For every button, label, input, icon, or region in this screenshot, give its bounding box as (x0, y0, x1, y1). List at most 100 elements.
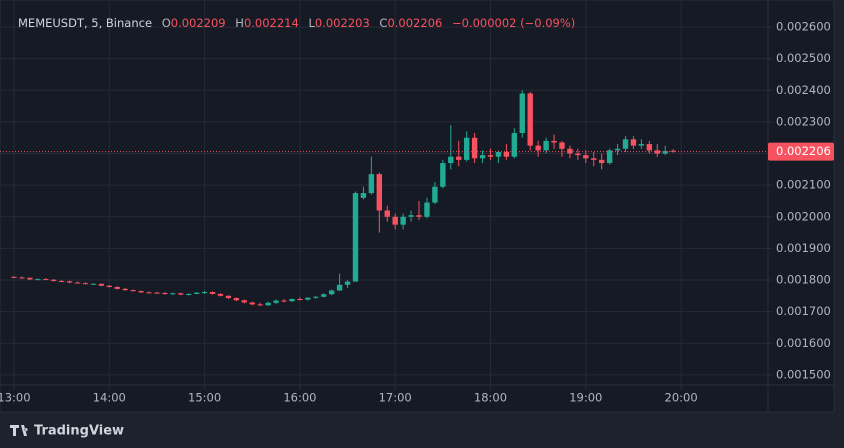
candle-body (630, 139, 637, 146)
candle-body (313, 296, 319, 298)
candle-body (162, 292, 168, 294)
candle-body (98, 283, 105, 286)
candle-body (217, 293, 224, 296)
candle-body (265, 302, 271, 306)
candle-body (11, 276, 17, 278)
candle-body (233, 298, 240, 301)
candle-body (559, 142, 565, 149)
watermark: TradingView (10, 424, 124, 439)
candle-body (257, 304, 263, 306)
candle-body (249, 302, 255, 305)
candle-body (463, 137, 470, 160)
candle-body (662, 151, 668, 154)
y-tick-label: 0.002500 (776, 51, 831, 65)
candle-body (352, 193, 359, 282)
low-label: L (308, 16, 315, 30)
candle-body (138, 291, 144, 293)
candle-body (328, 290, 335, 295)
candle-body (360, 193, 367, 198)
x-tick-label: 19:00 (569, 391, 602, 405)
candle-body (646, 144, 653, 151)
candle-body (527, 93, 533, 146)
candle-body (122, 288, 128, 291)
candle-body (479, 155, 486, 159)
y-tick-label: 0.001500 (776, 367, 831, 381)
candle-body (209, 292, 216, 294)
y-tick-label: 0.002100 (776, 178, 831, 192)
candle-body (583, 155, 589, 159)
open-value: 0.002209 (171, 16, 226, 30)
open-label: O (162, 16, 171, 30)
candle-body (376, 174, 383, 211)
candle-body (289, 298, 295, 302)
x-tick-label: 20:00 (665, 391, 698, 405)
candle-body (344, 281, 351, 285)
candle-body (384, 210, 390, 217)
candle-body (74, 282, 81, 284)
candle-body (670, 150, 676, 152)
close-label: C (379, 16, 387, 30)
candle-body (58, 280, 65, 282)
candle-body (456, 156, 462, 160)
candle-body (193, 292, 200, 294)
close-value: 0.002206 (387, 16, 442, 30)
candle-body (392, 216, 398, 225)
axes: 0.001500 0.001600 0.001700 0.001800 0.001900… (0, 20, 834, 405)
header: MEMEUSDT, 5, Binance O0.002209 H0.002214… (18, 16, 575, 30)
candle-body (567, 148, 573, 154)
candle-body (368, 174, 375, 194)
candle-body (305, 297, 311, 300)
high-label: H (235, 16, 244, 30)
candle-body (432, 186, 438, 203)
candle-body (551, 140, 557, 143)
candle-body (201, 292, 208, 294)
candle-body (51, 279, 57, 281)
candle-body (638, 144, 645, 146)
candle-body (614, 148, 621, 151)
candle-body (503, 151, 510, 157)
y-tick-label: 0.002600 (776, 20, 831, 34)
candle-body (273, 300, 279, 303)
change-value: −0.000002 (−0.09%) (452, 16, 575, 30)
candle-body (241, 300, 248, 303)
candle-body (519, 93, 525, 133)
candle-body (321, 294, 327, 297)
candle-body (106, 285, 112, 287)
watermark-text: TradingView (34, 424, 124, 439)
candle-body (598, 159, 605, 164)
candle-body (225, 295, 232, 299)
candle-body (27, 277, 33, 280)
candle-body (400, 216, 406, 225)
candle-body (146, 292, 152, 294)
candle-body (448, 156, 454, 164)
y-tick-label: 0.001600 (776, 336, 831, 350)
candle-body (535, 145, 541, 151)
candles (0, 90, 768, 306)
candle-body (82, 283, 89, 285)
candle-body (186, 293, 192, 295)
y-tick-label: 0.002300 (776, 114, 831, 128)
x-tick-label: 13:00 (0, 391, 31, 405)
x-tick-label: 14:00 (93, 391, 126, 405)
chart-frame (0, 0, 835, 413)
symbol: MEMEUSDT, 5, Binance (18, 16, 152, 30)
candle-body (495, 151, 502, 157)
grid (0, 0, 768, 385)
candle-body (416, 215, 422, 217)
x-tick-label: 16:00 (283, 391, 316, 405)
y-tick-label: 0.002000 (776, 209, 831, 223)
candle-body (90, 283, 97, 285)
candle-body (487, 155, 494, 157)
candle-body (281, 300, 287, 302)
x-tick-label: 17:00 (379, 391, 412, 405)
candle-body (154, 292, 160, 294)
candle-body (336, 284, 343, 291)
candle-body (178, 293, 184, 295)
y-tick-label: 0.002400 (776, 83, 831, 97)
low-value: 0.002203 (315, 16, 370, 30)
candle-body (622, 139, 629, 149)
last-price-badge (768, 142, 834, 161)
candle-body (543, 140, 549, 151)
